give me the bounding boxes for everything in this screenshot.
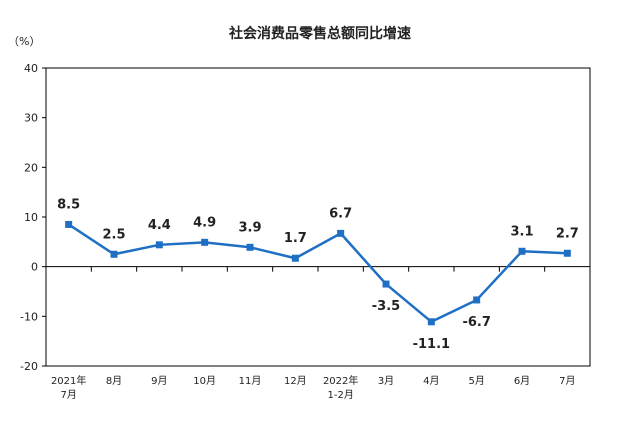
x-tick-label: 2021年	[51, 374, 86, 387]
data-point	[563, 249, 571, 257]
x-tick-label: 7月	[60, 389, 76, 401]
data-point	[110, 250, 118, 258]
data-label: 2.7	[556, 226, 579, 241]
data-point	[291, 254, 299, 262]
series-line	[67, 223, 568, 324]
y-tick-label: 30	[24, 112, 38, 125]
series	[65, 220, 571, 326]
data-point	[201, 238, 209, 246]
data-label: -3.5	[372, 299, 400, 314]
data-label: 3.1	[510, 224, 533, 239]
x-tick-label: 9月	[151, 375, 167, 387]
zero-axis	[45, 266, 591, 272]
data-label: 3.9	[238, 220, 261, 235]
x-tick-label: 5月	[468, 375, 484, 387]
data-label: 1.7	[284, 231, 307, 246]
data-point	[337, 229, 345, 237]
x-tick-label: 3月	[378, 375, 394, 387]
x-tick-label: 7月	[559, 375, 575, 387]
data-label: -11.1	[413, 337, 450, 352]
data-point	[427, 318, 435, 326]
plot-frame	[45, 67, 591, 367]
data-point	[518, 247, 526, 255]
x-tick-label: 10月	[193, 375, 216, 387]
data-point	[246, 243, 254, 251]
y-axis-unit: （%）	[8, 35, 40, 48]
x-tick-label: 11月	[239, 375, 262, 387]
y-tick-label: -10	[20, 310, 38, 323]
data-label: 2.5	[102, 227, 125, 242]
x-tick-label: 12月	[284, 375, 307, 387]
x-tick-label: 4月	[423, 375, 439, 387]
x-tick-label: 8月	[106, 375, 122, 387]
data-label: -6.7	[462, 315, 490, 330]
y-tick-label: 40	[24, 62, 38, 75]
x-tick-label: 2022年	[323, 374, 358, 387]
y-tick-label: 0	[31, 261, 38, 274]
x-axis: 2021年 7月 8月 9月 10月 11月 12月 2022年 1-2月 3月 4月 5月 6月 7月	[51, 374, 576, 401]
x-tick-label: 6月	[514, 375, 530, 387]
y-tick-label: 10	[24, 211, 38, 224]
data-labels: 8.5 2.5 4.4 4.9 3.9 1.7 6.7 -3.5 -11.1 -6.7 3.1 2.7	[57, 197, 579, 351]
data-point	[65, 220, 73, 228]
data-point	[155, 241, 163, 249]
data-point	[382, 280, 390, 288]
chart-title: 社会消费品零售总额同比增速	[228, 25, 411, 42]
x-tick-label: 1-2月	[327, 389, 353, 401]
y-tick-label: 20	[24, 161, 38, 174]
data-label: 4.4	[148, 218, 171, 233]
y-axis: -20 -10 0 10 20 30 40	[20, 62, 46, 373]
data-point	[473, 296, 481, 304]
y-tick-label: -20	[20, 360, 38, 373]
data-label: 8.5	[57, 197, 80, 212]
data-label: 6.7	[329, 206, 352, 221]
data-label: 4.9	[193, 215, 216, 230]
